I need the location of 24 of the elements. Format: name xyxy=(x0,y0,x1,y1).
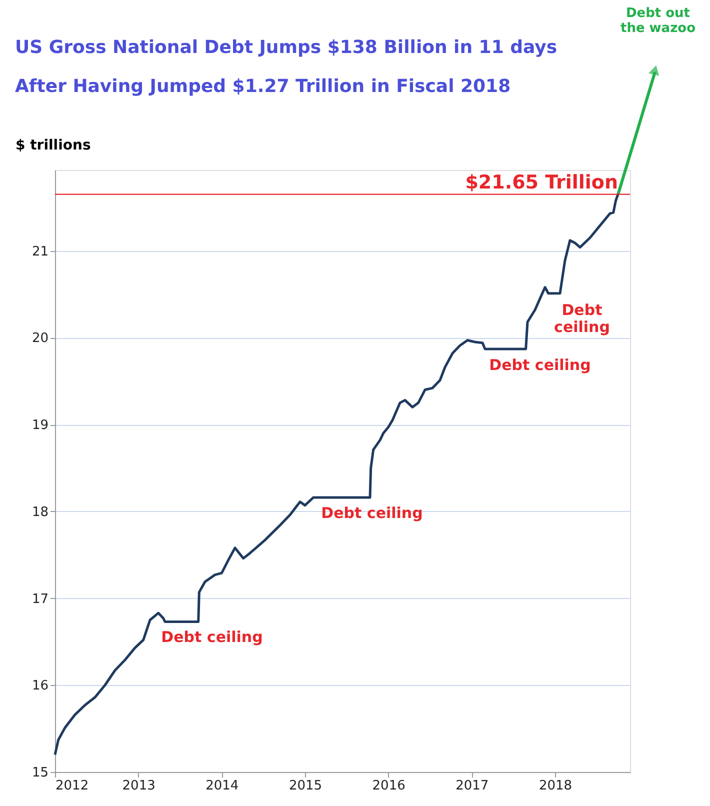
y-tick-label: 21 xyxy=(32,244,48,260)
x-tick-label: 2018 xyxy=(538,778,572,794)
annotation: Debt ceiling xyxy=(161,628,263,646)
annotation: Debt ceiling xyxy=(554,301,610,336)
x-tick-label: 2017 xyxy=(456,778,489,794)
text: US Gross National Debt Jumps $138 Billion in 11 days xyxy=(15,37,558,58)
text: Debt out the wazoo xyxy=(620,6,696,36)
y-tick-label: 15 xyxy=(32,766,48,780)
y-tick-label: 16 xyxy=(32,678,48,694)
y-tick-label: 17 xyxy=(32,592,48,607)
ref-line-label: $21.65 Trillion xyxy=(465,171,618,194)
x-tick-label: 2014 xyxy=(206,778,239,794)
x-tick-label: 2015 xyxy=(288,778,322,794)
x-tick-label: 2016 xyxy=(372,778,406,794)
y-tick-label: 19 xyxy=(32,418,48,434)
line-series xyxy=(54,192,620,756)
x-tick-label: 2012 xyxy=(56,778,89,794)
annotation: Debt ceiling xyxy=(489,356,591,374)
x-tick-label: 2013 xyxy=(122,778,156,794)
annotation: Debt ceiling xyxy=(321,504,423,522)
text: After Having Jumped $1.27 Trillion in Fiscal 2018 xyxy=(15,76,511,97)
y-axis-title: $ trillions xyxy=(16,138,91,154)
y-tick-label: 18 xyxy=(32,504,48,520)
y-tick-label: 20 xyxy=(32,331,48,346)
